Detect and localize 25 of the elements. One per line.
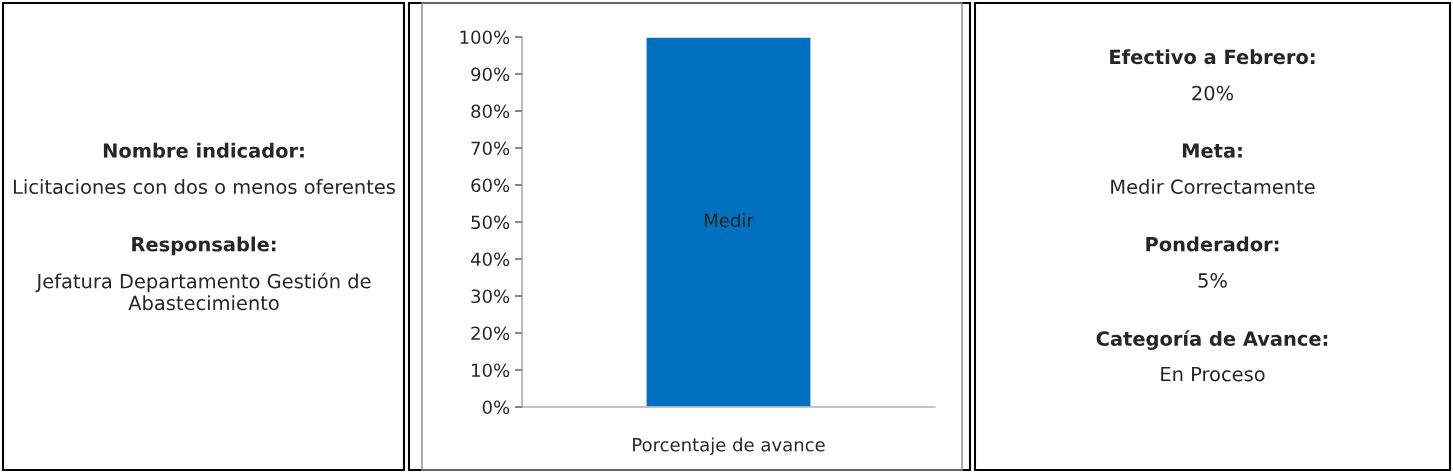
text: Jefatura Departamento Gestión de Abastecimiento: [35, 272, 371, 311]
y-tick-label: 50%: [471, 215, 510, 230]
text: Efectivo a Febrero:: [1110, 49, 1315, 65]
text: Ponderador:: [1146, 236, 1279, 252]
y-tick-label: 70%: [471, 141, 510, 156]
y-tick-label: 60%: [471, 178, 510, 193]
text: Licitaciones con dos o menos oferentes: [13, 179, 395, 195]
text: Medir Correctamente: [1111, 179, 1315, 195]
data-label: Medir: [704, 213, 754, 228]
text: 20%: [1192, 85, 1234, 101]
y-tick-label: 40%: [470, 252, 510, 267]
text: Categoría de Avance:: [1096, 330, 1328, 350]
y-tick-label: 90%: [471, 67, 510, 82]
y-tick-label: 30%: [471, 289, 510, 304]
x-tick-label: Porcentaje de avance: [633, 437, 825, 456]
y-tick-label: 0%: [482, 400, 510, 415]
y-tick-label: 10%: [472, 363, 510, 378]
text: En Proceso: [1161, 366, 1265, 382]
text: Nombre indicador:: [103, 142, 304, 158]
y-tick-label: 80%: [471, 104, 510, 119]
text: Meta:: [1182, 143, 1242, 158]
text: 5%: [1198, 273, 1227, 288]
y-tick-label: 100%: [460, 30, 510, 45]
text: Responsable:: [132, 236, 276, 256]
y-tick-label: 20%: [471, 326, 510, 341]
